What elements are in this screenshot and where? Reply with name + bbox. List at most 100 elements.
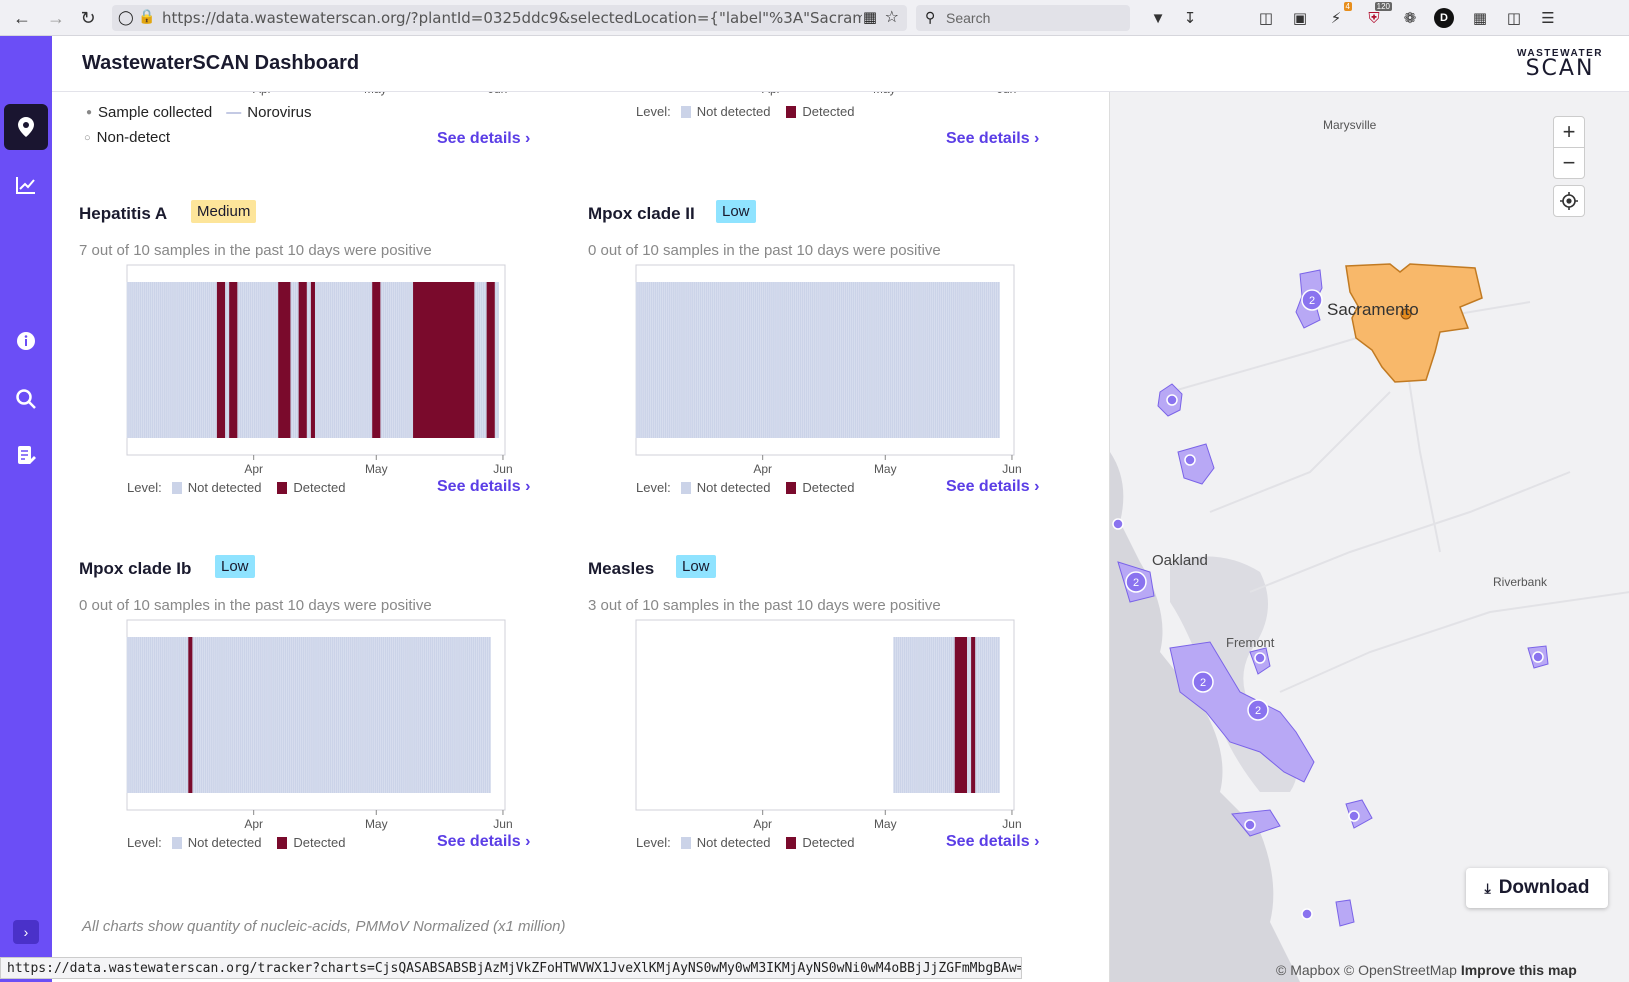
- sidebar-item-map[interactable]: [4, 104, 48, 150]
- chart-panel: Apr May Jun Apr May Jun ● Sample collect…: [52, 92, 1109, 982]
- see-details-link[interactable]: See details ›: [946, 833, 1039, 851]
- x-tick-label: Jun: [1002, 817, 1021, 831]
- partial-tick-may-left: May: [364, 92, 387, 96]
- osm-attribution-link[interactable]: © OpenStreetMap: [1343, 962, 1457, 978]
- map-canvas[interactable]: 2 2 2 2: [1110, 92, 1629, 982]
- detected-swatch: [277, 481, 288, 494]
- top-partial-axis: Apr May Jun Apr May Jun: [253, 92, 1016, 96]
- browser-toolbar: ← → ↻ ◯ 🔒 https://data.wastewaterscan.or…: [0, 0, 1629, 36]
- page-header: WastewaterSCAN Dashboard WASTEWATER SCAN: [52, 36, 1629, 92]
- sidebar-item-trends[interactable]: [4, 162, 48, 208]
- extension-grid-icon[interactable]: ▦: [1472, 10, 1488, 27]
- sidebar-item-search[interactable]: [4, 376, 48, 422]
- download-arrow-icon: ⤓: [1484, 879, 1491, 896]
- extension-icon-1[interactable]: ⚡ 4: [1330, 2, 1352, 27]
- sacramento-plant-marker[interactable]: [1400, 308, 1412, 320]
- legend-non-detect: Non-detect: [96, 129, 171, 146]
- legend-level-label: Level:: [636, 104, 671, 119]
- chevron-right-icon: ›: [525, 833, 531, 850]
- detected-bar: [971, 637, 976, 793]
- chevron-right-icon: ›: [1034, 833, 1040, 850]
- pocket-icon[interactable]: ▼: [1150, 9, 1166, 27]
- heatmap-chart[interactable]: Apr May Jun: [635, 264, 1055, 486]
- map-panel[interactable]: 2 2 2 2 Marysville Sacramento Oakland Ri…: [1109, 92, 1629, 982]
- menu-icon[interactable]: ☰: [1541, 10, 1555, 27]
- ublock-icon[interactable]: ⛨ 120: [1368, 2, 1392, 27]
- x-tick-label: May: [365, 462, 388, 476]
- see-details-link[interactable]: See details ›: [437, 833, 530, 851]
- plant-marker[interactable]: [1254, 652, 1266, 664]
- chart-line-icon: [16, 177, 35, 194]
- url-text[interactable]: https://data.wastewaterscan.org/?plantId…: [162, 9, 862, 27]
- plant-marker[interactable]: [1166, 394, 1178, 406]
- see-details-link-top-left[interactable]: See details ›: [437, 130, 531, 147]
- sidebar-item-info[interactable]: [4, 318, 48, 364]
- heatmap-chart[interactable]: Apr May Jun: [635, 619, 1055, 841]
- screenshot-icon[interactable]: ▣: [1292, 10, 1308, 27]
- legend-detected: Detected: [293, 480, 346, 495]
- locate-me-button[interactable]: [1553, 185, 1585, 217]
- shield-icon[interactable]: ◯: [118, 9, 134, 25]
- region-shape-santa-cruz[interactable]: [1231, 809, 1281, 837]
- plant-marker[interactable]: [1184, 454, 1196, 466]
- not-detected-swatch: [171, 836, 182, 849]
- download-icon[interactable]: ↧: [1183, 10, 1197, 27]
- x-tick-label: May: [365, 817, 388, 831]
- detected-bar: [954, 637, 968, 793]
- region-shape-monterey[interactable]: [1335, 899, 1355, 927]
- level-badge: Low: [215, 555, 255, 578]
- sidebar-item-reports[interactable]: [4, 432, 48, 478]
- card-title: Mpox clade Ib: [79, 559, 192, 578]
- extensions-grid-icon[interactable]: ▦: [862, 9, 877, 26]
- reload-icon[interactable]: ↻: [80, 7, 96, 28]
- back-icon[interactable]: ←: [13, 7, 31, 28]
- extension-d-icon[interactable]: D: [1434, 8, 1454, 28]
- plant-marker[interactable]: [1348, 810, 1360, 822]
- legend-level-label: Level:: [127, 480, 162, 495]
- plant-marker[interactable]: [1532, 651, 1544, 663]
- search-input[interactable]: ⚲ Search: [916, 5, 1130, 31]
- cluster-marker-2[interactable]: 2: [1125, 571, 1147, 593]
- plant-marker[interactable]: [1244, 819, 1256, 831]
- sidebar: ›: [0, 36, 52, 982]
- x-tick-label: Apr: [244, 462, 263, 476]
- legend-detected: Detected: [802, 835, 855, 850]
- plant-marker[interactable]: [1112, 518, 1124, 530]
- sacramento-area-shape[interactable]: [1345, 263, 1483, 383]
- see-details-label: See details: [437, 833, 521, 850]
- sidebar-expand-chevron-icon[interactable]: ›: [13, 920, 39, 944]
- see-details-link-top-right[interactable]: See details ›: [946, 130, 1040, 147]
- forward-icon[interactable]: →: [47, 7, 65, 28]
- zoom-out-button[interactable]: −: [1553, 147, 1585, 179]
- heatmap-chart[interactable]: Apr May Jun: [126, 264, 546, 486]
- url-bar[interactable]: ◯ 🔒 https://data.wastewaterscan.org/?pla…: [112, 5, 907, 31]
- detected-bar: [278, 282, 291, 438]
- chart-legend: Level: Not detected Detected: [127, 835, 345, 850]
- download-button[interactable]: ⤓ Download: [1466, 868, 1608, 908]
- cluster-marker-1[interactable]: 2: [1301, 289, 1323, 311]
- map-pin-icon: [18, 117, 34, 137]
- see-details-link[interactable]: See details ›: [437, 478, 530, 496]
- browser-status-url: https://data.wastewaterscan.org/tracker?…: [0, 957, 1022, 979]
- reader-view-icon[interactable]: ◫: [1258, 10, 1274, 27]
- bookmark-star-icon[interactable]: ☆: [884, 9, 899, 26]
- mapbox-attribution-link[interactable]: © Mapbox: [1276, 962, 1341, 978]
- zoom-in-button[interactable]: +: [1553, 116, 1585, 148]
- svg-text:2: 2: [1133, 577, 1139, 589]
- detected-bar: [486, 282, 495, 438]
- cluster-marker-3[interactable]: 2: [1192, 671, 1214, 693]
- plant-marker[interactable]: [1301, 908, 1313, 920]
- legend-top-right: Level: Not detected Detected: [636, 104, 854, 119]
- x-tick-label: May: [874, 817, 897, 831]
- see-details-link[interactable]: See details ›: [946, 478, 1039, 496]
- heatmap-chart[interactable]: Apr May Jun: [126, 619, 546, 841]
- legend-detected: Detected: [802, 104, 855, 119]
- improve-map-link[interactable]: Improve this map: [1460, 962, 1577, 978]
- region-shape-concord[interactable]: [1177, 443, 1215, 485]
- cluster-marker-4[interactable]: 2: [1247, 699, 1269, 721]
- x-tick-label: May: [874, 462, 897, 476]
- puzzle-icon[interactable]: ◫: [1506, 10, 1522, 27]
- partial-tick-apr-left: Apr: [253, 92, 272, 96]
- map-label-oakland: Oakland: [1152, 552, 1208, 569]
- extension-icon-3[interactable]: ❁: [1403, 10, 1417, 27]
